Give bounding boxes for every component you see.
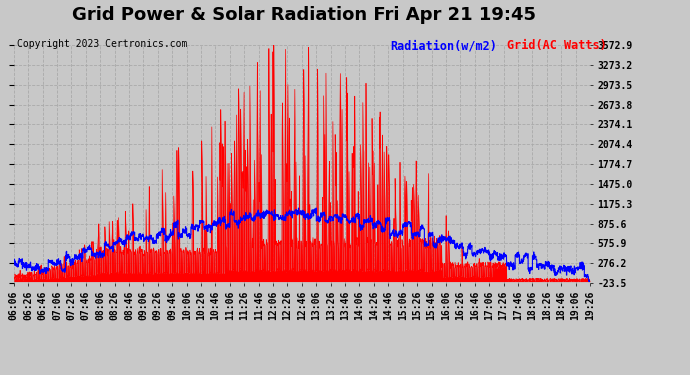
Text: Copyright 2023 Certronics.com: Copyright 2023 Certronics.com	[17, 39, 188, 50]
Text: Radiation(w/m2): Radiation(w/m2)	[390, 39, 497, 53]
Text: Grid Power & Solar Radiation Fri Apr 21 19:45: Grid Power & Solar Radiation Fri Apr 21 …	[72, 6, 535, 24]
Text: Grid(AC Watts): Grid(AC Watts)	[507, 39, 607, 53]
